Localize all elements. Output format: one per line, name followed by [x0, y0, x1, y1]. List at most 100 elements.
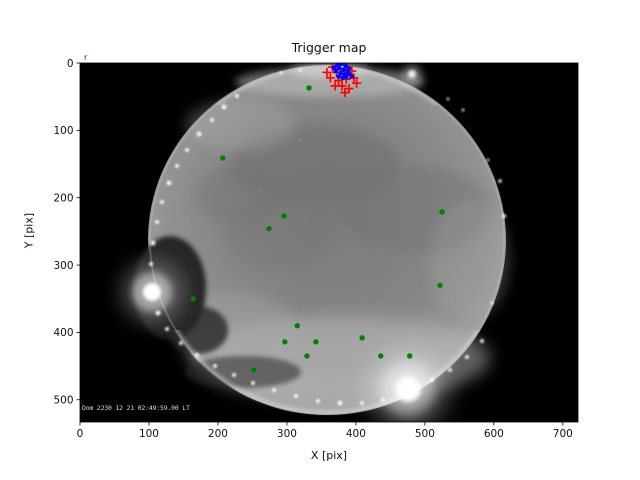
cluster-plus-marker: [352, 78, 362, 88]
cluster-dot-marker: [349, 74, 355, 79]
trigger-point: [281, 213, 287, 219]
trigger-point: [220, 155, 226, 161]
sky-haze: [430, 200, 510, 320]
cluster-dot-marker: [340, 75, 346, 81]
trigger-point: [282, 339, 288, 345]
rim-light: [195, 353, 199, 357]
cluster-plus-marker: [330, 81, 340, 91]
x-tick-label: 700: [553, 428, 573, 440]
cluster-plus-marker: [344, 84, 354, 94]
y-tick-label: 400: [53, 327, 73, 339]
image-timestamp-overlay: Dom 2230 12 21 02:49:59.00 LT: [82, 404, 190, 412]
cluster-dot-marker: [338, 70, 344, 76]
rim-light: [232, 373, 236, 377]
rim-light: [446, 97, 450, 101]
rim-light: [235, 94, 239, 98]
trigger-point: [266, 225, 272, 232]
x-tick-label: 400: [346, 428, 366, 440]
cluster-dot-marker: [341, 67, 346, 73]
trigger-point: [407, 353, 413, 359]
rim-light: [166, 180, 172, 186]
y-tick-label: 200: [53, 193, 73, 205]
trigger-point: [378, 353, 384, 359]
cluster-plus-marker: [340, 88, 350, 98]
rim-light: [165, 327, 169, 331]
rim-light: [448, 368, 452, 372]
rim-light: [360, 401, 364, 405]
rim-light: [480, 339, 484, 343]
x-tick-label: 100: [139, 428, 159, 440]
trigger-point: [190, 296, 196, 302]
trigger-point: [306, 85, 312, 91]
y-tick-label: 100: [53, 125, 73, 137]
y-tick-label: 500: [53, 395, 73, 407]
y-tick-label: 300: [53, 260, 73, 272]
trigger-point: [313, 339, 319, 345]
trigger-point: [304, 353, 310, 359]
cluster-dot-marker: [343, 74, 349, 80]
cluster-dot-series: [331, 63, 355, 81]
dome-rim-bottom: [175, 330, 479, 414]
cluster-plus-marker: [325, 73, 335, 83]
cloud-patch: [195, 165, 285, 225]
star: [349, 229, 351, 231]
axes-spines: [79, 62, 579, 423]
star: [429, 169, 431, 171]
light-glow: [118, 258, 186, 326]
y-axis-label: Y [pix]: [22, 212, 36, 249]
cluster-dot-marker: [343, 63, 348, 68]
rim-light: [316, 399, 320, 403]
trigger-point: [439, 209, 445, 215]
rim-light: [175, 164, 179, 168]
trigger-series: [190, 85, 445, 373]
rim-light: [337, 400, 343, 406]
cluster-dot-marker: [331, 65, 337, 71]
rim-light: [221, 104, 227, 110]
cloud-patch: [280, 250, 440, 330]
sky-haze: [185, 99, 295, 151]
rim-light: [298, 68, 302, 72]
rim-light: [213, 364, 217, 368]
star: [299, 139, 301, 141]
cluster-dot-marker: [336, 74, 341, 79]
rim-light: [498, 179, 502, 183]
trigger-point: [359, 335, 365, 341]
rim-light: [196, 131, 202, 137]
foreground-silhouette: [168, 306, 228, 354]
stray-marker-text: r: [84, 53, 88, 62]
cluster-dot-marker: [339, 63, 344, 66]
light-glow: [364, 345, 452, 422]
rim-light: [160, 200, 164, 204]
light-glow: [402, 64, 422, 84]
x-tick-label: 500: [415, 428, 435, 440]
x-tick-label: 200: [208, 428, 228, 440]
rim-light: [486, 158, 490, 162]
star: [379, 159, 381, 161]
cluster-dot-marker: [334, 63, 340, 68]
rim-light: [155, 220, 159, 224]
rim-light: [150, 240, 156, 246]
rim-light: [461, 108, 465, 112]
cluster-dot-marker: [333, 68, 339, 74]
trigger-point: [294, 322, 300, 329]
x-axis-label: X [pix]: [310, 449, 348, 462]
rim-light: [251, 381, 255, 385]
star: [259, 189, 261, 191]
cluster-dot-marker: [337, 66, 342, 71]
rim-light: [179, 341, 183, 345]
rim-light: [279, 71, 283, 75]
cluster-plus-marker: [322, 67, 332, 77]
scatter-layer: [190, 63, 445, 373]
rim-light: [490, 301, 494, 305]
trigger-point: [251, 367, 257, 373]
y-tick-label: 0: [67, 58, 74, 70]
x-tick-label: 300: [277, 428, 297, 440]
rim-light: [294, 394, 298, 398]
trigger-point: [437, 282, 443, 288]
rim-light: [502, 214, 506, 218]
x-tick-label: 0: [77, 428, 84, 440]
rim-light: [185, 148, 189, 152]
rim-light: [210, 118, 214, 122]
